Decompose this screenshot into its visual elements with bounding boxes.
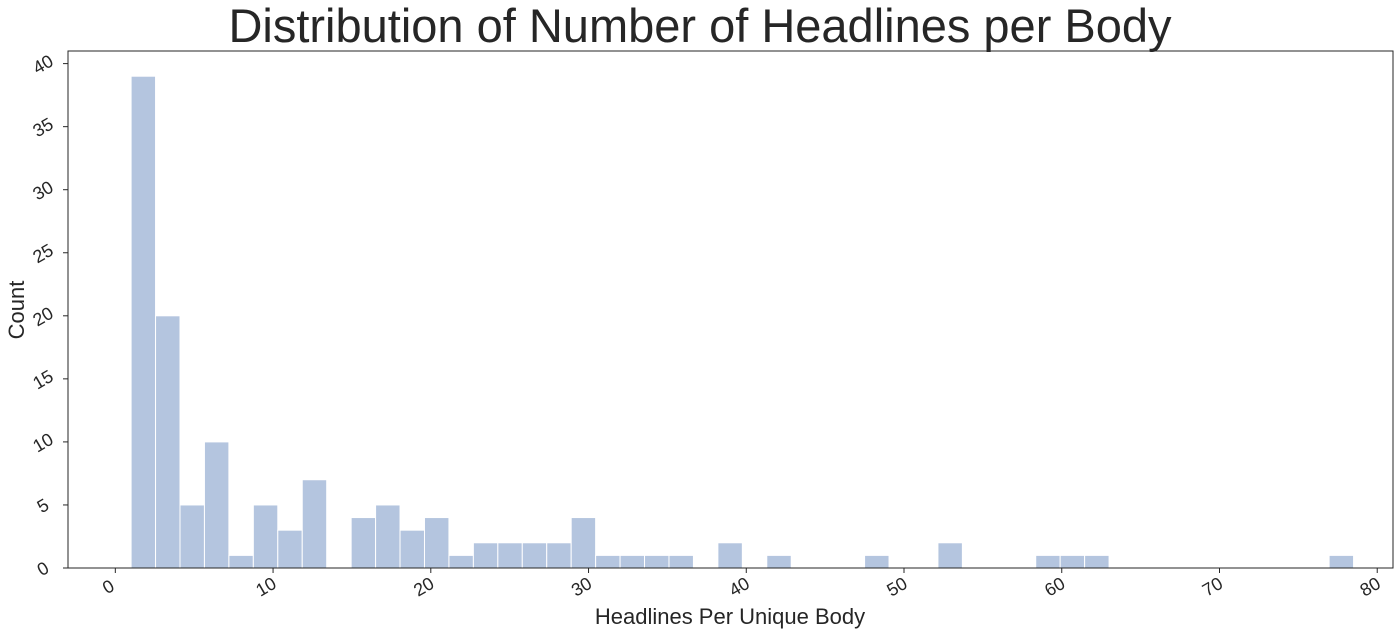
y-tick-label: 5 [34,495,53,517]
y-tick-label: 40 [29,51,56,78]
y-tick-label: 10 [29,429,56,456]
histogram-bar [203,441,230,569]
histogram-bar [619,554,646,569]
histogram-bar [595,554,621,569]
histogram-bar [252,504,279,569]
histogram-bar [570,517,597,569]
histogram-bar [130,75,157,569]
histogram-bar [448,554,474,569]
x-tick-label: 40 [726,573,753,600]
x-tick-label: 0 [99,576,118,598]
histogram-bar [717,542,743,569]
histogram-bar [155,315,181,569]
histogram-bar [301,479,328,569]
histogram-bar [1328,554,1355,569]
histogram-bar [497,542,523,569]
y-tick-label: 15 [29,366,56,393]
y-tick-label: 20 [29,303,56,330]
histogram-bar [375,504,401,569]
histogram-bar [521,542,548,569]
histogram-bar [1035,554,1061,569]
histogram-bar [546,542,572,569]
x-tick-label: 30 [568,573,595,600]
histogram-bar [937,542,963,569]
histogram-bar [766,554,792,569]
x-tick-label: 50 [883,573,910,600]
histogram-bar [228,554,254,569]
histogram-bar [350,517,377,569]
x-axis-label: Headlines Per Unique Body [595,604,865,629]
histogram-bar [423,517,450,569]
histogram-bar [277,529,303,569]
x-tick-label: 70 [1199,573,1226,600]
chart-title: Distribution of Number of Headlines per … [228,0,1172,52]
x-tick-label: 20 [410,573,437,600]
histogram-bar [1084,554,1110,569]
x-tick-label: 10 [252,573,279,600]
y-tick-label: 0 [34,558,53,580]
y-axis-ticks: 0 5 10 15 20 25 30 35 40 [29,51,68,580]
y-tick-label: 35 [29,114,56,141]
histogram-bar [864,554,890,569]
histogram-bar [472,542,499,569]
x-axis-ticks: 0 10 20 30 40 50 60 70 80 [99,568,1384,600]
plot-frame [67,50,1394,569]
histogram-bar [179,504,205,569]
x-tick-label: 80 [1357,573,1384,600]
histogram-bar [644,554,670,569]
y-axis-label: Count [4,281,29,340]
histogram-bar [399,529,425,569]
y-tick-label: 30 [29,177,56,204]
y-tick-label: 25 [29,240,56,267]
histogram-bar [668,554,694,569]
bars-group [130,75,1355,569]
histogram-bar [1059,554,1086,569]
x-tick-label: 60 [1041,573,1068,600]
